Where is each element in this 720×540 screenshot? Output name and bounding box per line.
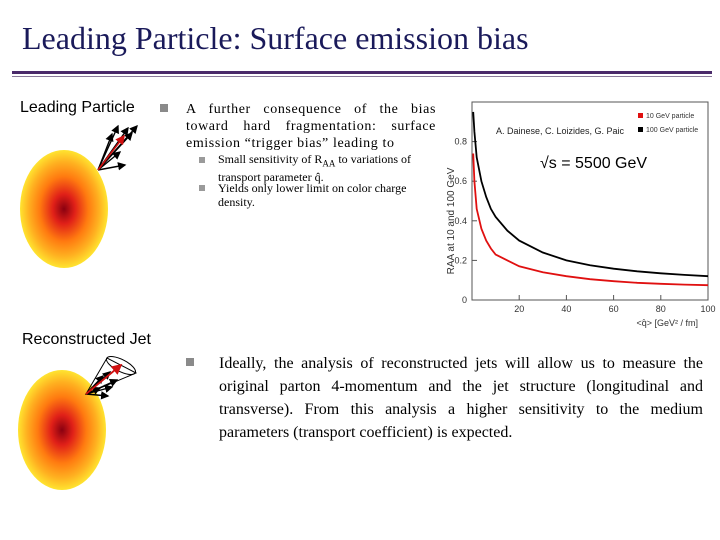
leading-particle-red-arrow (97, 134, 125, 171)
x-tick-label: 100 (700, 304, 715, 314)
bullet-reconstructed-jets: Ideally, the analysis of reconstructed j… (219, 355, 703, 441)
y-tick-label: 0.4 (454, 216, 467, 226)
leading-particle-label: Leading Particle (20, 99, 135, 116)
x-axis-label: <q̂> [GeV² / fm] (636, 318, 698, 328)
sub-bullet-sensitivity: Small sensitivity of RAA to variations o… (218, 152, 440, 184)
legend-entry: 10 GeV particle (646, 113, 694, 120)
chart-energy-label: √s = 5500 GeV (540, 155, 647, 172)
sub-bullet-marker (199, 157, 205, 163)
sub-bullet-sensitivity-post: to variations of transport parameter q̂. (218, 152, 411, 185)
fireball-bottom (18, 370, 106, 490)
bullet-marker (160, 104, 168, 112)
x-tick-label: 40 (561, 304, 571, 314)
legend-marker (638, 127, 643, 132)
sub-bullet-marker (199, 185, 205, 191)
raa-chart: 0 0.2 0.4 0.6 0.8 20 40 60 80 100 RAA at 10 and 10… (446, 101, 716, 328)
bullet-marker (186, 358, 194, 366)
x-tick-label: 60 (609, 304, 619, 314)
sub-bullet-lower-limit: Yields only lower limit on color charge … (218, 181, 407, 209)
legend-marker (638, 113, 643, 118)
bullet-trigger-bias: A further consequence of the bias toward… (186, 102, 436, 151)
raa-subscript: AA (322, 158, 336, 169)
jet-arrows (85, 371, 119, 400)
slide-title: Leading Particle: Surface emission bias (22, 20, 529, 56)
y-tick-label: 0.2 (454, 255, 467, 265)
x-tick-label: 20 (514, 304, 524, 314)
title-divider-thin (12, 76, 712, 77)
x-tick-label: 80 (656, 304, 666, 314)
plot-frame (471, 101, 709, 301)
y-axis-label: RAA at 10 and 100 GeV (446, 167, 457, 274)
reconstructed-jet-label: Reconstructed Jet (22, 331, 151, 348)
series-line (472, 111, 709, 278)
y-tick-label: 0 (462, 295, 467, 305)
fireball-top (20, 150, 108, 268)
title-divider (12, 71, 712, 74)
y-tick-label: 0.8 (454, 137, 467, 147)
jet-red-arrow (85, 363, 123, 395)
y-tick-label: 0.6 (454, 176, 467, 186)
legend-entry: 100 GeV particle (646, 127, 698, 134)
sub-bullet-sensitivity-pre: Small sensitivity of R (218, 152, 323, 166)
chart-authors: A. Dainese, C. Loizides, G. Paic (496, 126, 625, 136)
series-line (472, 153, 709, 287)
